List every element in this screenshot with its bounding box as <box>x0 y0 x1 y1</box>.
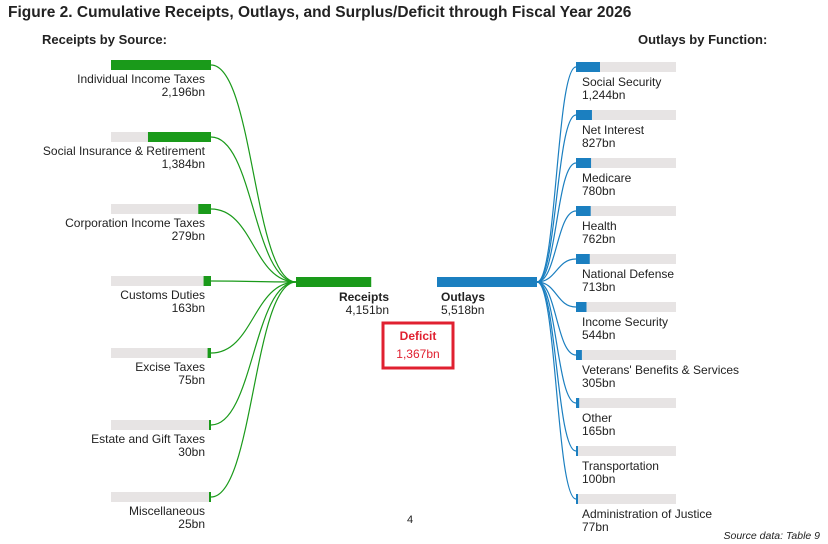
receipt-track-estate-and-gift-taxes <box>111 420 211 430</box>
outlay-bar-income-security <box>576 302 587 312</box>
receipt-bar-corporation-income-taxes <box>198 204 211 214</box>
receipt-link-estate-and-gift-taxes <box>210 281 297 426</box>
outlay-link-medicare <box>536 162 577 283</box>
receipts-total-label: Receipts <box>339 290 389 304</box>
outlay-track-veterans-benefits-services <box>576 350 676 360</box>
outlay-label-other: Other <box>582 411 612 425</box>
receipt-link-miscellaneous <box>210 281 297 498</box>
outlay-value-transportation: 100bn <box>582 472 615 486</box>
outlay-value-social-security: 1,244bn <box>582 88 625 102</box>
outlay-label-net-interest: Net Interest <box>582 123 645 137</box>
receipt-label-estate-and-gift-taxes: Estate and Gift Taxes <box>91 432 205 446</box>
receipt-value-customs-duties: 163bn <box>172 301 205 315</box>
receipt-track-excise-taxes <box>111 348 211 358</box>
outlay-bar-medicare <box>576 158 592 168</box>
outlays-total-label: Outlays <box>441 290 485 304</box>
outlay-bar-other <box>576 398 580 408</box>
outlay-label-administration-of-justice: Administration of Justice <box>582 507 712 521</box>
receipt-label-social-insurance-retirement: Social Insurance & Retirement <box>43 144 206 158</box>
outlays-total-value: 5,518bn <box>441 303 484 317</box>
receipt-value-corporation-income-taxes: 279bn <box>172 229 205 243</box>
outlay-track-other <box>576 398 676 408</box>
outlay-value-medicare: 780bn <box>582 184 615 198</box>
outlay-link-social-security <box>536 66 577 283</box>
outlay-track-national-defense <box>576 254 676 264</box>
outlay-value-net-interest: 827bn <box>582 136 615 150</box>
receipt-value-individual-income-taxes: 2,196bn <box>162 85 205 99</box>
outlay-track-income-security <box>576 302 676 312</box>
deficit-value: 1,367bn <box>396 347 439 361</box>
outlay-bar-net-interest <box>576 110 592 120</box>
receipt-value-social-insurance-retirement: 1,384bn <box>162 157 205 171</box>
outlay-bar-transportation <box>576 446 578 456</box>
receipt-label-individual-income-taxes: Individual Income Taxes <box>77 72 205 86</box>
receipt-track-corporation-income-taxes <box>111 204 211 214</box>
outlay-track-health <box>576 206 676 216</box>
outlay-value-income-security: 544bn <box>582 328 615 342</box>
receipt-label-corporation-income-taxes: Corporation Income Taxes <box>65 216 205 230</box>
receipts-total-value: 4,151bn <box>346 303 389 317</box>
outlay-value-health: 762bn <box>582 232 615 246</box>
outlay-bar-administration-of-justice <box>576 494 578 504</box>
outlay-bar-national-defense <box>576 254 590 264</box>
receipt-value-excise-taxes: 75bn <box>178 373 205 387</box>
outlay-value-administration-of-justice: 77bn <box>582 520 609 534</box>
outlay-link-transportation <box>536 281 577 452</box>
outlay-link-administration-of-justice <box>536 281 577 500</box>
receipt-link-social-insurance-retirement <box>210 136 297 283</box>
source-note: Source data: Table 9 <box>723 530 820 542</box>
receipt-link-customs-duties <box>210 280 297 283</box>
receipt-link-individual-income-taxes <box>210 64 297 283</box>
receipt-bar-social-insurance-retirement <box>147 132 211 142</box>
outlay-label-medicare: Medicare <box>582 171 632 185</box>
outlay-track-social-security <box>576 62 676 72</box>
deficit-box <box>381 321 455 370</box>
outlay-value-veterans-benefits-services: 305bn <box>582 376 615 390</box>
outlay-bar-veterans-benefits-services <box>576 350 582 360</box>
receipt-track-miscellaneous <box>111 492 211 502</box>
receipt-bar-miscellaneous <box>209 492 211 502</box>
outlay-label-national-defense: National Defense <box>582 267 674 281</box>
receipt-value-miscellaneous: 25bn <box>178 517 205 531</box>
figure-title: Figure 2. Cumulative Receipts, Outlays, … <box>8 4 632 21</box>
outlay-track-transportation <box>576 446 676 456</box>
outlay-track-administration-of-justice <box>576 494 676 504</box>
outlay-link-net-interest <box>536 114 577 283</box>
outlays-total-bar <box>437 277 537 287</box>
receipt-bar-estate-and-gift-taxes <box>209 420 211 430</box>
receipt-bar-excise-taxes <box>207 348 211 358</box>
outlay-label-social-security: Social Security <box>582 75 661 89</box>
outlay-track-net-interest <box>576 110 676 120</box>
receipt-link-corporation-income-taxes <box>210 208 297 283</box>
receipt-label-miscellaneous: Miscellaneous <box>129 504 205 518</box>
receipt-label-excise-taxes: Excise Taxes <box>135 360 205 374</box>
outlay-link-other <box>536 281 577 404</box>
outlays-heading: Outlays by Function: <box>638 32 768 47</box>
deficit-label: Deficit <box>400 329 437 343</box>
outlay-label-health: Health <box>582 219 617 233</box>
outlay-value-national-defense: 713bn <box>582 280 615 294</box>
receipt-label-customs-duties: Customs Duties <box>120 288 205 302</box>
receipts-heading: Receipts by Source: <box>42 32 167 47</box>
outlay-bar-social-security <box>576 62 600 72</box>
receipt-value-estate-and-gift-taxes: 30bn <box>178 445 205 459</box>
outlay-label-veterans-benefits-services: Veterans' Benefits & Services <box>582 363 739 377</box>
outlay-label-income-security: Income Security <box>582 315 668 329</box>
receipt-bar-individual-income-taxes <box>111 60 211 70</box>
receipt-bar-customs-duties <box>203 276 211 286</box>
outlay-bar-health <box>576 206 591 216</box>
page-number: 4 <box>407 514 414 526</box>
receipts-total-bar <box>296 277 372 287</box>
receipt-link-excise-taxes <box>210 281 297 354</box>
outlay-track-medicare <box>576 158 676 168</box>
outlay-value-other: 165bn <box>582 424 615 438</box>
receipt-track-customs-duties <box>111 276 211 286</box>
outlay-label-transportation: Transportation <box>582 459 659 473</box>
outlay-link-veterans-benefits-services <box>536 281 577 356</box>
outlay-link-national-defense <box>536 258 577 283</box>
outlay-link-health <box>536 210 577 283</box>
